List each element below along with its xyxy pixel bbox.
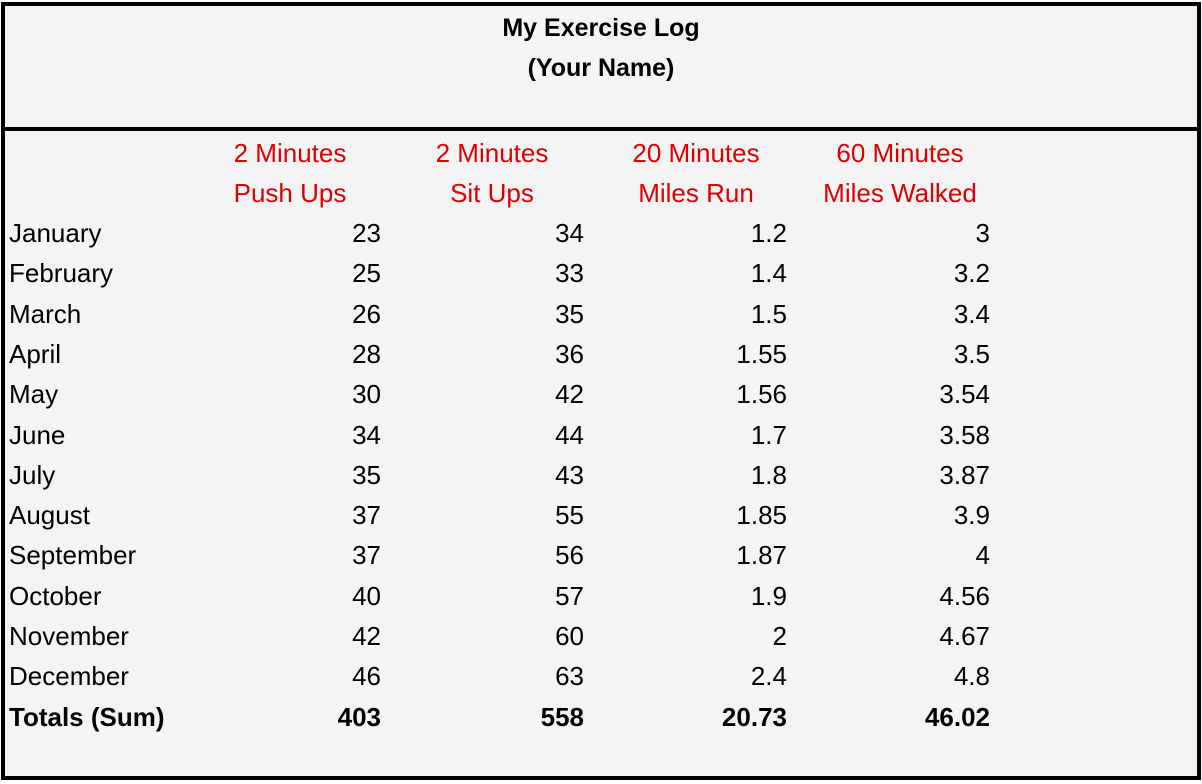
column-header-line2: Miles Run — [638, 178, 754, 208]
push-ups-value: 23 — [352, 218, 381, 248]
table-row: July 35 43 1.8 3.87 — [5, 455, 1005, 495]
sit-ups-value: 42 — [555, 379, 584, 410]
miles-walked-value: 3 — [975, 218, 990, 248]
push-ups-value: 35 — [352, 459, 381, 490]
month-label: April — [9, 338, 62, 369]
column-header-miles-walked: 60 Minutes Miles Walked — [800, 133, 1000, 213]
miles-run-value: 1.85 — [736, 500, 787, 531]
miles-walked-value: 3.9 — [953, 500, 990, 531]
miles-walked-value: 4.8 — [953, 661, 990, 692]
miles-walked-value: 4 — [975, 540, 990, 571]
month-label: January — [9, 218, 102, 248]
total-sit-ups-value: 558 — [540, 701, 584, 732]
sit-ups-value: 60 — [555, 621, 584, 651]
total-push-ups-value: 403 — [337, 701, 381, 732]
miles-run-value: 1.2 — [750, 218, 787, 248]
column-header-line1: 2 Minutes — [435, 138, 549, 168]
miles-walked-value: 4.67 — [939, 621, 990, 651]
month-label: August — [9, 500, 90, 531]
push-ups-value: 42 — [352, 621, 381, 651]
page-title: My Exercise Log — [502, 14, 700, 42]
month-label: May — [9, 379, 59, 410]
sit-ups-value: 63 — [555, 661, 584, 692]
sit-ups-value: 34 — [555, 218, 584, 248]
table-row: December 46 63 2.4 4.8 — [5, 656, 1005, 696]
push-ups-value: 46 — [352, 661, 381, 692]
miles-run-value: 2.4 — [750, 661, 787, 692]
sit-ups-value: 44 — [555, 419, 584, 450]
sit-ups-value: 55 — [555, 500, 584, 531]
sit-ups-value: 36 — [555, 338, 584, 369]
push-ups-value: 30 — [352, 379, 381, 410]
column-header-miles-run: 20 Minutes Miles Run — [596, 133, 796, 213]
column-header-line1: 60 Minutes — [836, 138, 964, 168]
miles-run-value: 1.87 — [736, 540, 787, 571]
month-label: October — [9, 580, 102, 611]
miles-walked-value: 3.4 — [953, 298, 990, 329]
push-ups-value: 28 — [352, 338, 381, 369]
push-ups-value: 37 — [352, 540, 381, 571]
page-subtitle: (Your Name) — [527, 54, 675, 82]
miles-walked-value: 3.58 — [939, 419, 990, 450]
total-miles-run-value: 20.73 — [721, 701, 787, 732]
table-row: January 23 34 1.2 3 — [5, 213, 1005, 253]
miles-walked-value: 3.87 — [939, 459, 990, 490]
column-header-push-ups: 2 Minutes Push Ups — [190, 133, 390, 213]
table-row: March 26 35 1.5 3.4 — [5, 294, 1005, 334]
miles-walked-value: 3.54 — [939, 379, 990, 410]
month-label: February — [9, 258, 114, 289]
table-row: October 40 57 1.9 4.56 — [5, 576, 1005, 616]
miles-run-value: 2 — [772, 621, 787, 651]
total-miles-walked-value: 46.02 — [924, 701, 990, 732]
miles-run-value: 1.4 — [750, 258, 787, 289]
column-header-line2: Miles Walked — [823, 178, 977, 208]
month-label: June — [9, 419, 66, 450]
table-row: August 37 55 1.85 3.9 — [5, 495, 1005, 535]
sit-ups-value: 56 — [555, 540, 584, 571]
table-row: September 37 56 1.87 4 — [5, 535, 1005, 575]
table-row: November 42 60 2 4.67 — [5, 616, 1005, 656]
column-header-line2: Push Ups — [233, 178, 347, 208]
month-label: December — [9, 661, 129, 692]
sit-ups-value: 43 — [555, 459, 584, 490]
month-label: July — [9, 459, 56, 490]
table-row: May 30 42 1.56 3.54 — [5, 374, 1005, 414]
month-label: March — [9, 298, 82, 329]
miles-run-value: 1.56 — [736, 379, 787, 410]
totals-label: Totals (Sum) — [9, 701, 165, 732]
table-row: June 34 44 1.7 3.58 — [5, 415, 1005, 455]
column-header-line1: 20 Minutes — [632, 138, 760, 168]
push-ups-value: 37 — [352, 500, 381, 531]
sit-ups-value: 57 — [555, 580, 584, 611]
month-label: November — [9, 621, 129, 651]
push-ups-value: 40 — [352, 580, 381, 611]
table-row: February 25 33 1.4 3.2 — [5, 253, 1005, 293]
miles-run-value: 1.55 — [736, 338, 787, 369]
push-ups-value: 26 — [352, 298, 381, 329]
miles-walked-value: 3.2 — [953, 258, 990, 289]
column-header-line2: Sit Ups — [450, 178, 534, 208]
sit-ups-value: 33 — [555, 258, 584, 289]
miles-run-value: 1.7 — [750, 419, 787, 450]
miles-walked-value: 3.5 — [953, 338, 990, 369]
sit-ups-value: 35 — [555, 298, 584, 329]
miles-run-value: 1.8 — [750, 459, 787, 490]
title-block: My Exercise Log (Your Name) — [5, 6, 1197, 131]
push-ups-value: 25 — [352, 258, 381, 289]
totals-row: Totals (Sum) 403 558 20.73 46.02 — [5, 697, 1005, 737]
month-label: September — [9, 540, 137, 571]
column-header-sit-ups: 2 Minutes Sit Ups — [392, 133, 592, 213]
miles-run-value: 1.9 — [750, 580, 787, 611]
column-header-line1: 2 Minutes — [233, 138, 347, 168]
table-row: April 28 36 1.55 3.5 — [5, 334, 1005, 374]
push-ups-value: 34 — [352, 419, 381, 450]
miles-walked-value: 4.56 — [939, 580, 990, 611]
miles-run-value: 1.5 — [750, 298, 787, 329]
